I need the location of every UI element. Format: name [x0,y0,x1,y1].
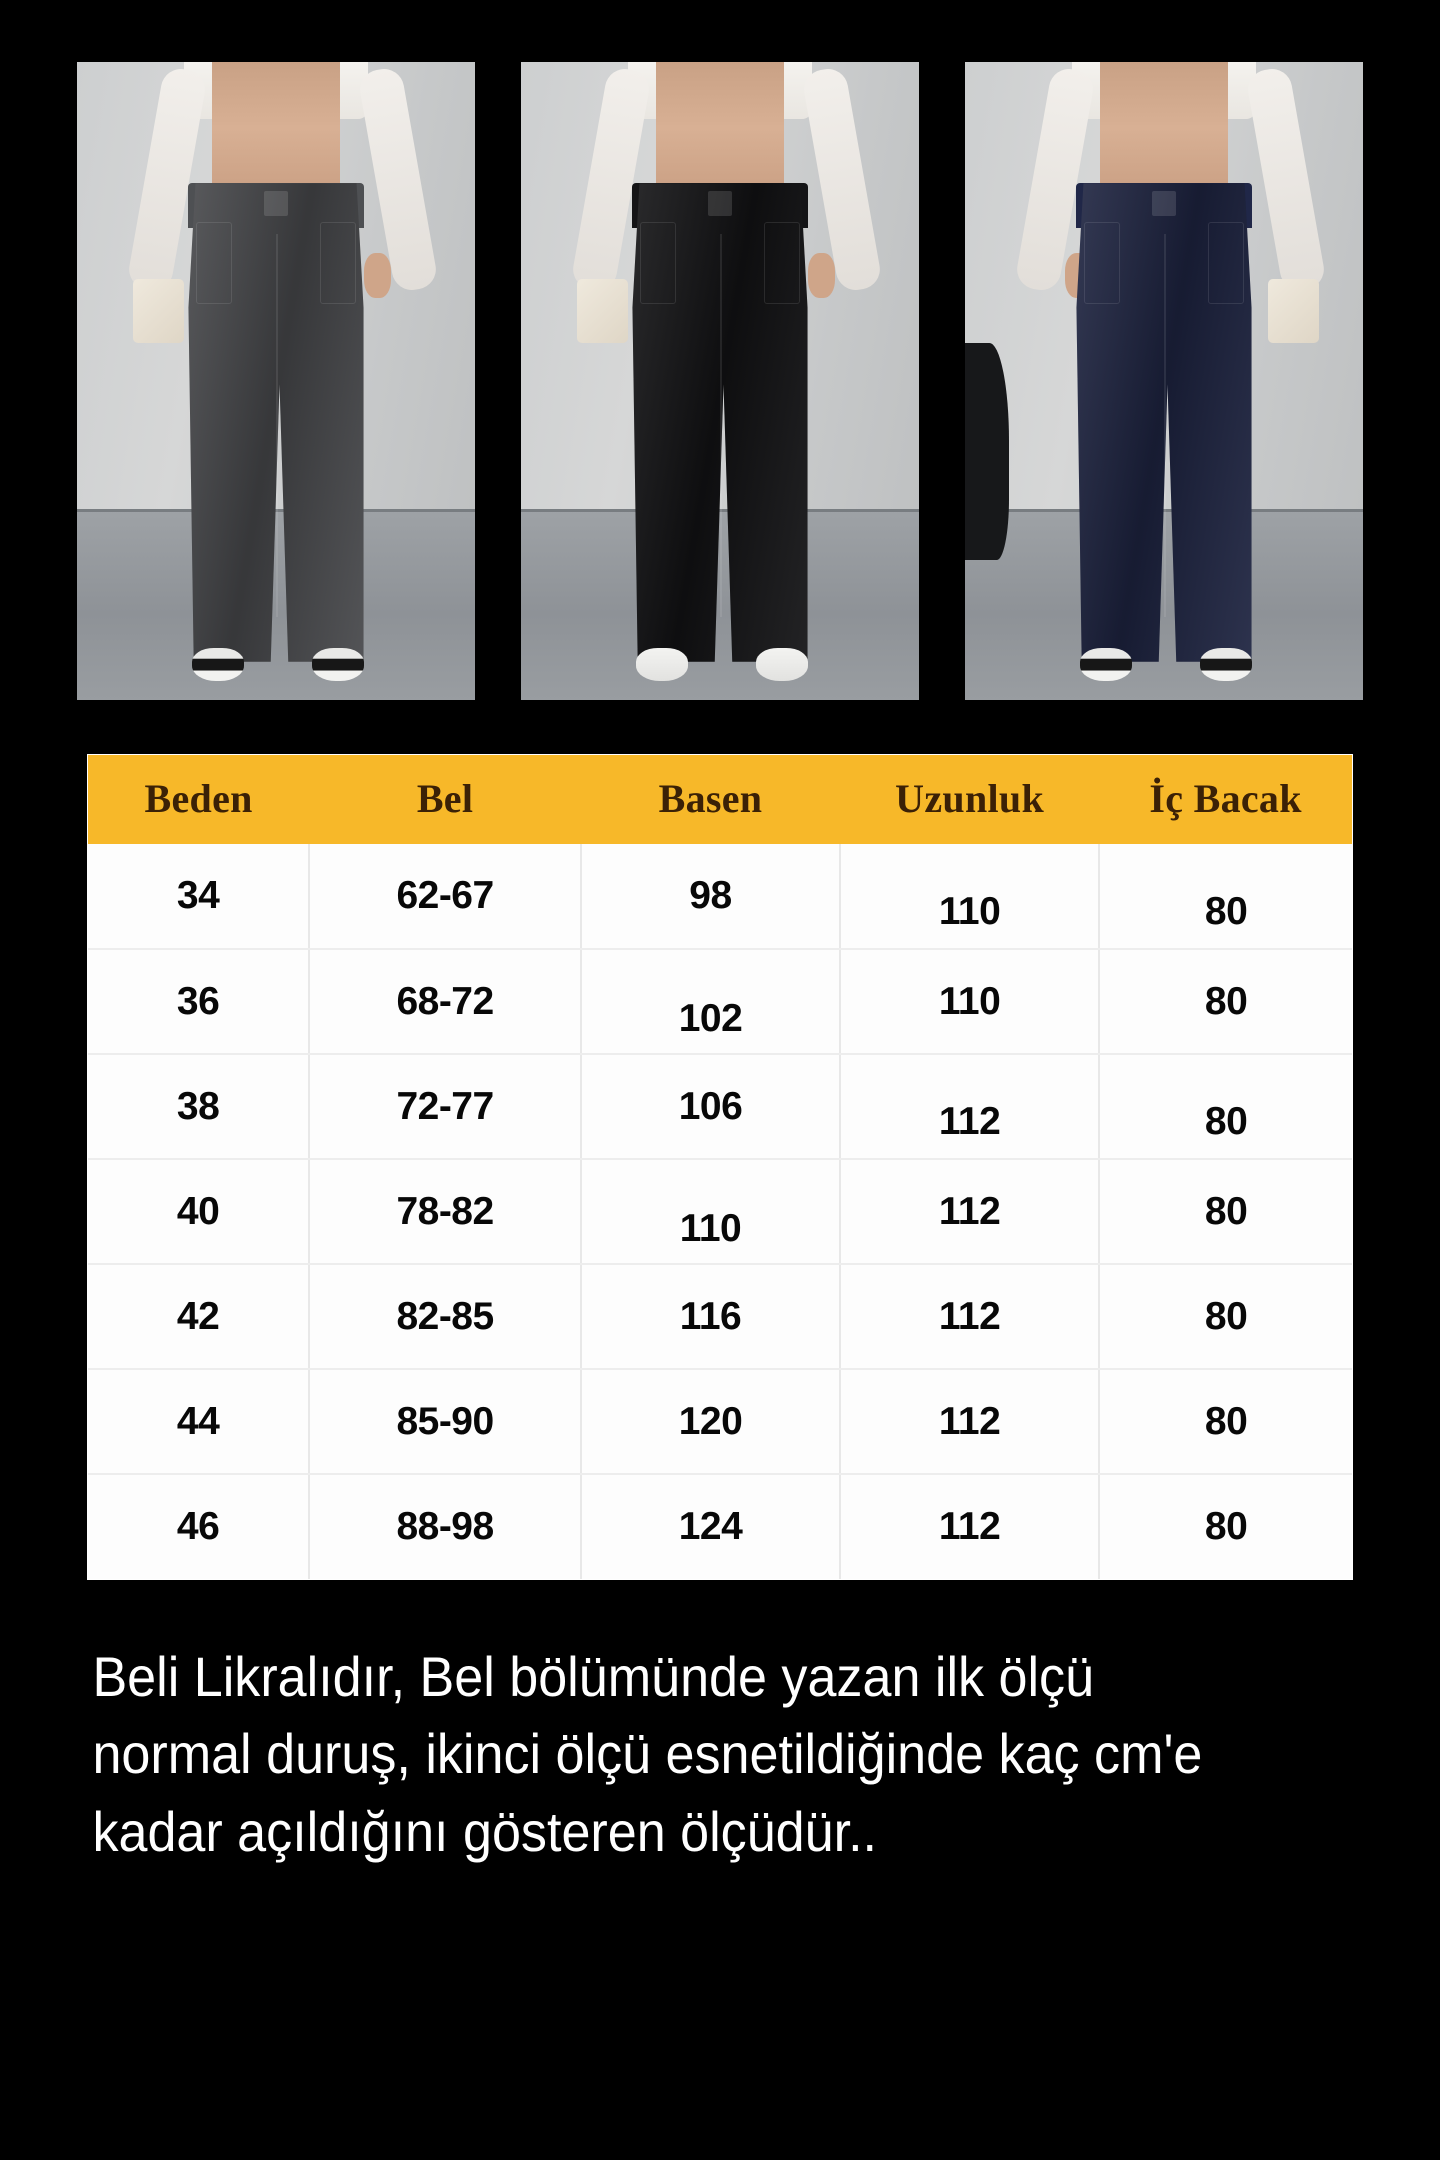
photo-floor-line [965,508,1363,512]
cell-uzunluk: 112 [840,1054,1101,1160]
trouser-pocket-right [763,221,800,305]
cell-bel: 68-72 [309,949,582,1055]
size-table-container: Beden Bel Basen Uzunluk İç Bacak 34 62-6… [87,754,1353,1580]
trouser-pocket-right [319,221,356,305]
trouser-belt-loop [264,190,288,217]
table-row: 34 62-67 98 110 80 [88,844,1352,950]
cell-basen: 98 [580,844,842,950]
size-table-header-row: Beden Bel Basen Uzunluk İç Bacak [88,755,1352,844]
model-clutch-bag [1267,278,1320,343]
photo-floor-line [77,508,475,512]
trouser-pocket-left [196,221,233,305]
cell-ic-bacak: 80 [1099,844,1352,950]
cell-uzunluk: 110 [840,949,1101,1055]
model-clutch-bag [132,278,185,343]
trouser-pocket-right [1207,221,1244,305]
trouser-belt-loop [1152,190,1176,217]
trouser-front-seam [1164,234,1166,618]
cell-ic-bacak: 80 [1099,1159,1352,1265]
photo-floor [965,508,1363,700]
table-row: 40 78-82 110 112 80 [88,1159,1352,1265]
cell-bel: 72-77 [309,1054,582,1160]
model-shoe-left [636,647,689,681]
model-shoe-left [192,647,245,681]
table-row: 42 82-85 116 112 80 [88,1264,1352,1370]
cell-bel: 82-85 [309,1264,582,1370]
cell-beden: 42 [88,1264,311,1370]
cell-ic-bacak: 80 [1099,1369,1352,1475]
trouser-front-seam [276,234,278,618]
product-photo-lacivert[interactable] [965,62,1363,700]
column-header-ic-bacak: İç Bacak [1099,755,1352,844]
cell-bel: 62-67 [309,844,582,950]
cell-basen: 106 [580,1054,842,1160]
trouser-front-seam [720,234,722,618]
model-shoe-right [1199,647,1252,681]
trouser-belt-loop [708,190,732,217]
cell-beden: 36 [88,949,311,1055]
cell-bel: 88-98 [309,1474,582,1579]
photo-floor-line [521,508,919,512]
cell-basen: 102 [580,949,842,1055]
product-photo-siyah[interactable] [521,62,919,700]
table-row: 44 85-90 120 112 80 [88,1369,1352,1475]
column-header-uzunluk: Uzunluk [840,755,1100,844]
model-clutch-bag [576,278,629,343]
trouser-pocket-left [640,221,677,305]
cell-beden: 46 [88,1474,311,1579]
trouser-body [632,183,808,662]
cell-basen: 110 [580,1159,842,1265]
cell-uzunluk: 112 [840,1159,1101,1265]
cell-beden: 38 [88,1054,311,1160]
cell-ic-bacak: 80 [1099,1054,1352,1160]
cell-basen: 124 [580,1474,842,1579]
column-header-bel: Bel [309,755,581,844]
product-photo-antrasit[interactable] [77,62,475,700]
model-hand-right [807,253,836,299]
cell-bel: 85-90 [309,1369,582,1475]
size-table-head: Beden Bel Basen Uzunluk İç Bacak [88,755,1352,844]
cell-basen: 116 [580,1264,842,1370]
cell-ic-bacak: 80 [1099,1474,1352,1579]
model-hand-right [363,253,392,299]
cell-ic-bacak: 80 [1099,1264,1352,1370]
cell-uzunluk: 112 [840,1264,1101,1370]
size-table-body: 34 62-67 98 110 80 36 68-72 102 110 80 3… [88,844,1352,1579]
photo-floor [521,508,919,700]
column-header-basen: Basen [580,755,841,844]
photo-dark-pillow [965,342,1009,560]
cell-uzunluk: 110 [840,844,1101,950]
cell-basen: 120 [580,1369,842,1475]
table-row: 38 72-77 106 112 80 [88,1054,1352,1160]
table-row: 46 88-98 124 112 80 [88,1474,1352,1579]
beden-olcu-tablosu: Beden Bel Basen Uzunluk İç Bacak 34 62-6… [88,755,1352,1579]
column-header-beden: Beden [88,755,310,844]
model-shoe-left [1080,647,1133,681]
olcu-aciklama-metni: Beli Likralıdır, Bel bölümünde yazan ilk… [92,1645,1203,1863]
cell-beden: 40 [88,1159,311,1265]
trouser-pocket-left [1084,221,1121,305]
cell-beden: 34 [88,844,311,950]
cell-bel: 78-82 [309,1159,582,1265]
cell-beden: 44 [88,1369,311,1475]
cell-ic-bacak: 80 [1099,949,1352,1055]
model-shoe-right [311,647,364,681]
product-photo-gallery [77,62,1363,702]
photo-floor [77,508,475,700]
cell-uzunluk: 112 [840,1369,1101,1475]
table-row: 36 68-72 102 110 80 [88,949,1352,1055]
cell-uzunluk: 112 [840,1474,1101,1579]
trouser-body [1076,183,1252,662]
model-shoe-right [755,647,808,681]
